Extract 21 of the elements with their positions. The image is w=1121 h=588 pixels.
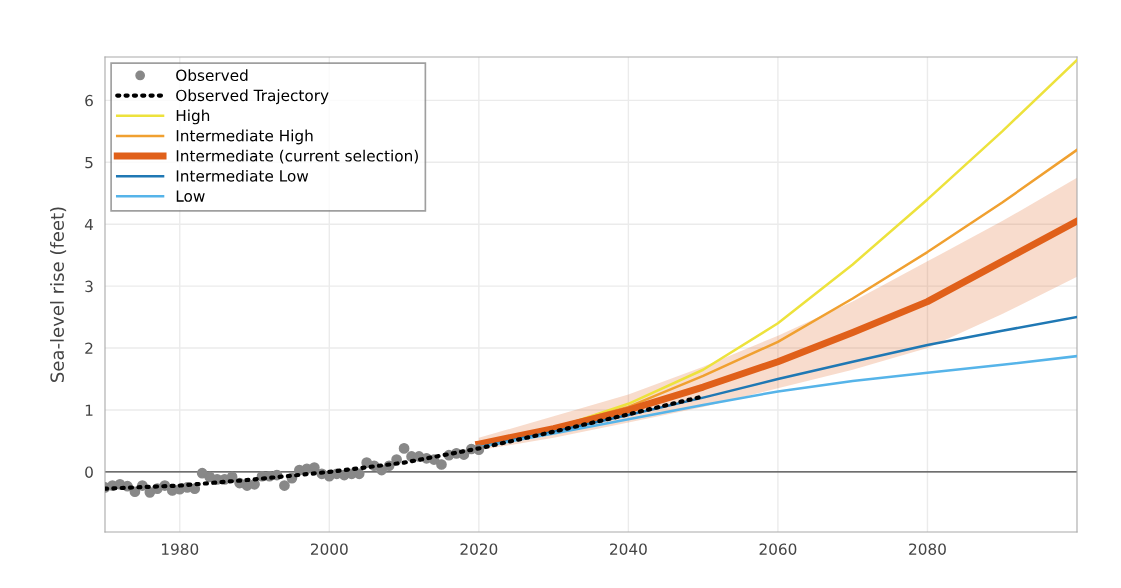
x-tick-label: 2080 [909,543,946,555]
x-tick-label: 2040 [610,543,647,555]
x-tick-label: 2060 [759,543,797,555]
x-tick-label: 1980 [162,543,199,555]
y-axis-title: Sea-level rise (feet) [50,207,67,382]
x-tick-label: 2000 [310,543,348,555]
y-tick-label: 4 [84,218,94,231]
legend-label: Intermediate Low [176,169,309,182]
y-tick-label: 6 [85,94,93,107]
y-tick-label: 3 [85,280,93,293]
legend-label: Observed [176,69,248,82]
legend-label: Low [176,190,205,202]
y-tick-label: 0 [85,466,93,478]
legend-label: Intermediate High [176,129,313,145]
y-tick-label: 2 [85,342,93,354]
legend-label: Intermediate (current selection) [176,149,418,164]
legend-label: Observed Trajectory [176,89,329,105]
y-tick-label: 5 [85,156,93,169]
x-tick-label: 2020 [460,543,498,555]
legend-label: High [176,109,210,125]
y-tick-label: 1 [85,404,93,416]
